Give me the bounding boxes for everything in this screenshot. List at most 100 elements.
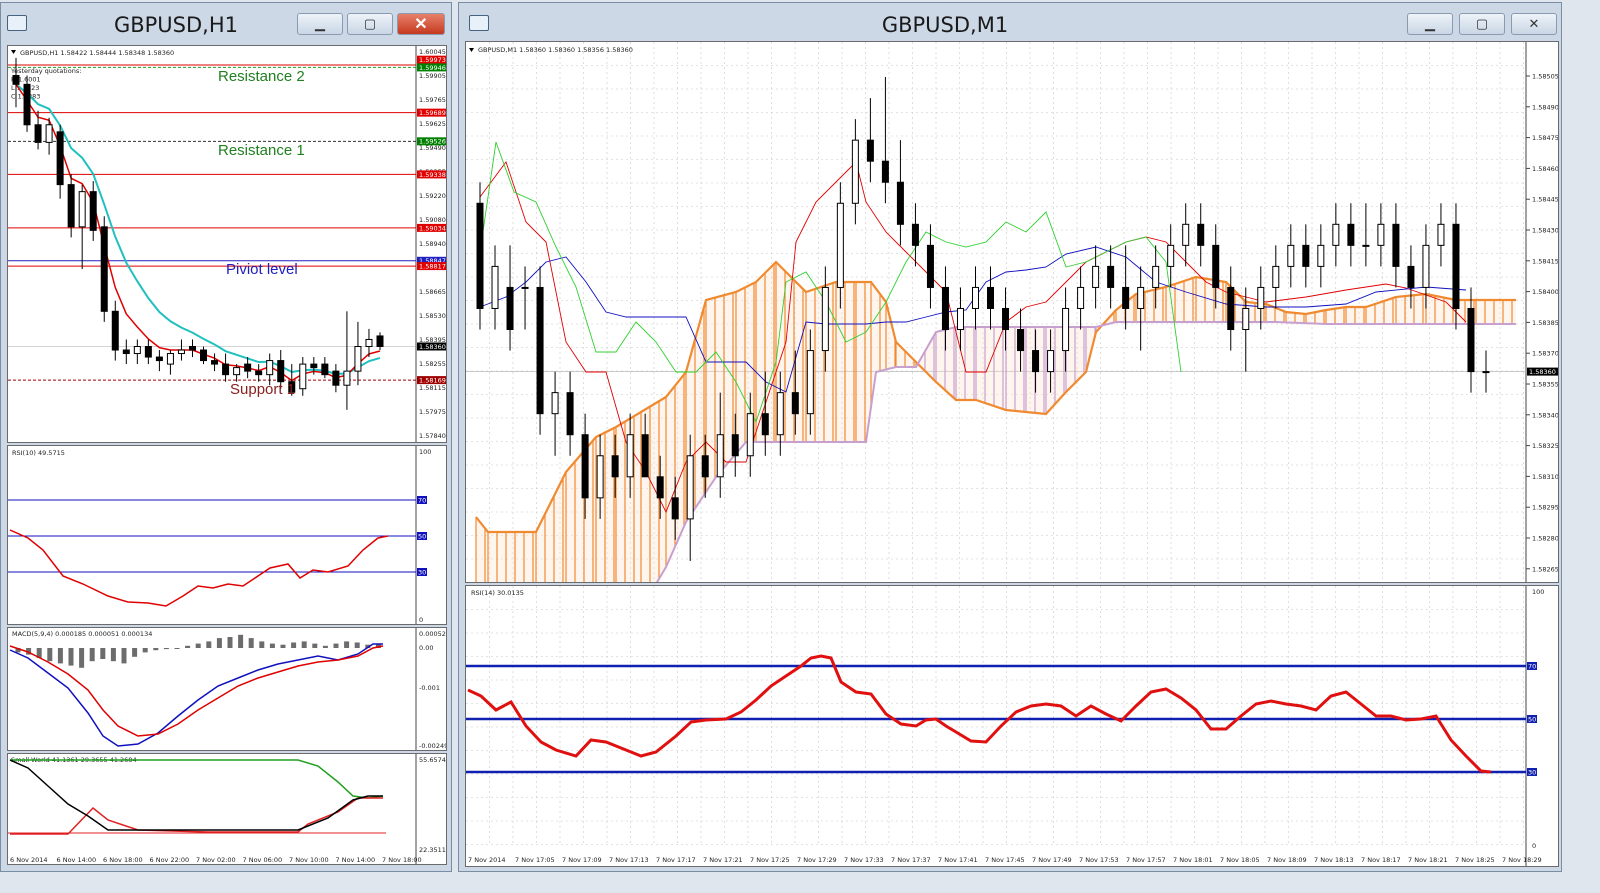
candlestick xyxy=(211,360,219,365)
chart-window-h1[interactable]: GBPUSD,H1 ▁ ▢ ✕ 1.60045 1.59905 1.59765 1.5… xyxy=(0,2,452,872)
window-titlebar[interactable]: GBPUSD,H1 ▁ ▢ ✕ xyxy=(1,3,451,47)
time-axis-label: 7 Nov 18:21 xyxy=(1408,856,1448,864)
chart-window-m1[interactable]: GBPUSD,M1 ▁ ▢ ✕ 1.58505 1.58490 1.58475 1.5… xyxy=(458,2,1562,872)
candlestick xyxy=(476,202,484,309)
time-axis-label: 7 Nov 02:00 xyxy=(196,856,236,864)
candlestick xyxy=(1122,286,1130,309)
candlestick xyxy=(911,223,919,246)
price-tick: 1.58265 xyxy=(1532,565,1559,573)
candlestick xyxy=(596,455,604,499)
candlestick xyxy=(133,345,141,355)
close-button[interactable]: ✕ xyxy=(397,13,445,35)
price-tag-label: 1.58360 xyxy=(419,343,446,351)
rsi-line xyxy=(9,529,389,607)
rsi-level-label: 30 xyxy=(418,569,426,577)
candlestick xyxy=(626,434,634,478)
macd-histogram-bar xyxy=(26,648,32,655)
macd-histogram-bar xyxy=(185,645,191,648)
maximize-button[interactable]: ▢ xyxy=(1459,13,1505,35)
main-chart-pane[interactable]: 1.60045 1.59905 1.59765 1.59625 1.59490 1.593… xyxy=(7,45,447,443)
rsi-level-label: 70 xyxy=(1528,663,1536,671)
rsi-pane[interactable]: RSI(10) 49.5715 100 0 70 50 30 xyxy=(7,445,447,625)
time-axis-label: 7 Nov 17:17 xyxy=(656,856,696,864)
candlestick xyxy=(566,392,574,436)
candlestick xyxy=(1167,244,1175,267)
time-axis-label: 7 Nov 17:29 xyxy=(797,856,837,864)
rsi-level-tag xyxy=(417,532,427,540)
ichimoku-senkou-a xyxy=(475,260,1516,534)
price-tick: 1.58310 xyxy=(1532,473,1559,481)
candlestick xyxy=(1362,244,1370,247)
price-tick: 1.58395 xyxy=(419,336,446,344)
close-button[interactable]: ✕ xyxy=(1511,13,1557,35)
candlestick xyxy=(1182,223,1190,246)
candlestick xyxy=(1257,286,1265,309)
candlestick xyxy=(288,381,296,393)
time-axis-label: 7 Nov 17:37 xyxy=(891,856,931,864)
price-tag-label: 1.59526 xyxy=(419,138,446,146)
time-axis-label: 7 Nov 18:25 xyxy=(1455,856,1495,864)
candlestick xyxy=(551,392,559,415)
maximize-button[interactable]: ▢ xyxy=(347,13,393,35)
time-axis-label: 7 Nov 17:09 xyxy=(562,856,602,864)
macd-histogram-bar xyxy=(206,641,212,648)
candlestick xyxy=(941,286,949,331)
candlestick xyxy=(310,363,318,369)
candlestick xyxy=(1347,223,1355,246)
window-titlebar[interactable]: GBPUSD,M1 ▁ ▢ ✕ xyxy=(459,3,1561,47)
minimize-button[interactable]: ▁ xyxy=(297,13,343,35)
price-tick: 1.58490 xyxy=(1532,103,1559,111)
main-chart-pane[interactable]: 1.58505 1.58490 1.58475 1.58460 1.58445 1.584… xyxy=(465,41,1559,583)
candlestick xyxy=(332,370,340,386)
time-axis-label: 6 Nov 18:00 xyxy=(103,856,143,864)
price-tick: 1.58460 xyxy=(1532,165,1559,173)
candlestick xyxy=(1092,265,1100,288)
macd-scale: 0.000521 xyxy=(419,630,447,638)
candlestick xyxy=(791,392,799,415)
smallworld-scale: 55.6574 xyxy=(419,756,446,764)
time-axis-label: 7 Nov 18:29 xyxy=(1502,856,1542,864)
candlestick xyxy=(1377,223,1385,246)
time-axis-label: 7 Nov 18:17 xyxy=(1361,856,1401,864)
price-tag-label: 1.59338 xyxy=(419,171,446,179)
candlestick xyxy=(1047,350,1055,373)
candlestick xyxy=(896,181,904,225)
price-tick: 1.57840 xyxy=(419,432,446,440)
smallworld-pane[interactable]: Small World 41.1361 29.3655 41.2684 55.65… xyxy=(7,753,447,865)
rsi-pane[interactable]: RSI(14) 30.0135 100 0 70 50 30 7 Nov 2014 7 Nov… xyxy=(465,585,1559,867)
candlestick xyxy=(1452,223,1460,309)
candlestick xyxy=(1002,307,1010,331)
time-axis-label: 7 Nov 18:13 xyxy=(1314,856,1354,864)
price-tick: 1.57975 xyxy=(419,408,446,416)
price-tick: 1.58355 xyxy=(1532,381,1559,389)
rsi-header: RSI(10) 49.5715 xyxy=(12,449,65,457)
candlestick xyxy=(78,191,86,228)
candlestick xyxy=(122,349,130,355)
chart-header: GBPUSD,M1 1.58360 1.58360 1.58356 1.5836… xyxy=(478,46,633,54)
candlestick xyxy=(67,184,75,228)
price-tick: 1.58665 xyxy=(419,288,446,296)
macd-histogram-bar xyxy=(142,648,148,653)
candlestick xyxy=(111,310,119,351)
candlestick xyxy=(956,307,964,331)
scale-bottom: 0 xyxy=(1532,842,1536,850)
macd-pane[interactable]: MACD(5,9,4) 0.000185 0.000051 0.000134 0.… xyxy=(7,627,447,751)
macd-histogram-bar xyxy=(174,648,180,649)
price-tag xyxy=(417,262,446,271)
macd-histogram-bar xyxy=(47,648,53,662)
price-tick: 1.58255 xyxy=(419,360,446,368)
candlestick xyxy=(166,353,174,365)
rsi-line xyxy=(467,654,1492,774)
candlestick xyxy=(1317,244,1325,267)
window-title: GBPUSD,H1 xyxy=(113,13,239,37)
smallworld-chart: Small World 41.1361 29.3655 41.2684 55.65… xyxy=(8,754,446,864)
macd-histogram-bar xyxy=(89,648,95,662)
candlestick xyxy=(881,160,889,183)
price-tick: 1.58115 xyxy=(419,384,446,392)
time-axis-label: 7 Nov 17:41 xyxy=(938,856,978,864)
candlestick xyxy=(716,434,724,478)
candlestick xyxy=(12,75,20,85)
candlestick xyxy=(23,83,31,126)
minimize-button[interactable]: ▁ xyxy=(1407,13,1453,35)
macd-histogram-bar xyxy=(354,642,360,648)
